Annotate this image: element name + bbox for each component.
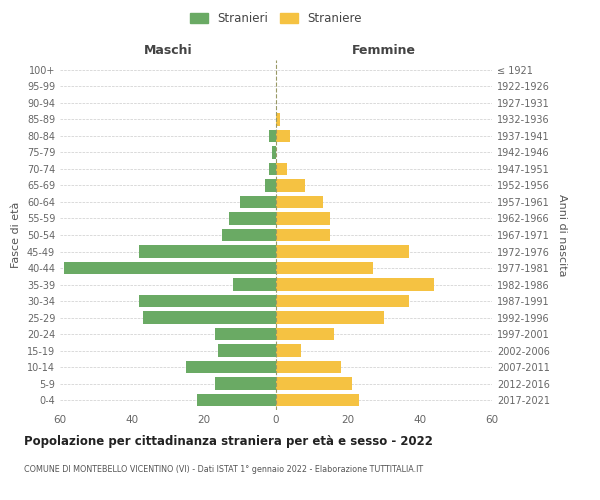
- Bar: [240, 196, 276, 208]
- Bar: [222, 229, 276, 241]
- Bar: [139, 295, 276, 307]
- Bar: [197, 394, 276, 406]
- Bar: [64, 262, 276, 274]
- Text: Femmine: Femmine: [352, 44, 416, 57]
- Bar: [276, 295, 409, 307]
- Bar: [276, 196, 323, 208]
- Bar: [276, 361, 341, 374]
- Bar: [276, 328, 334, 340]
- Bar: [215, 378, 276, 390]
- Bar: [276, 229, 330, 241]
- Bar: [276, 180, 305, 192]
- Bar: [218, 344, 276, 357]
- Bar: [215, 328, 276, 340]
- Bar: [143, 312, 276, 324]
- Bar: [229, 212, 276, 224]
- Bar: [186, 361, 276, 374]
- Bar: [265, 180, 276, 192]
- Text: Popolazione per cittadinanza straniera per età e sesso - 2022: Popolazione per cittadinanza straniera p…: [24, 435, 433, 448]
- Text: COMUNE DI MONTEBELLO VICENTINO (VI) - Dati ISTAT 1° gennaio 2022 - Elaborazione : COMUNE DI MONTEBELLO VICENTINO (VI) - Da…: [24, 465, 423, 474]
- Bar: [272, 146, 276, 158]
- Y-axis label: Anni di nascita: Anni di nascita: [557, 194, 566, 276]
- Bar: [276, 212, 330, 224]
- Bar: [276, 394, 359, 406]
- Bar: [276, 344, 301, 357]
- Bar: [276, 246, 409, 258]
- Legend: Stranieri, Straniere: Stranieri, Straniere: [187, 8, 365, 28]
- Bar: [276, 278, 434, 290]
- Bar: [269, 163, 276, 175]
- Bar: [269, 130, 276, 142]
- Bar: [276, 312, 384, 324]
- Text: Maschi: Maschi: [143, 44, 193, 57]
- Bar: [276, 130, 290, 142]
- Bar: [276, 378, 352, 390]
- Bar: [276, 113, 280, 126]
- Bar: [276, 163, 287, 175]
- Bar: [233, 278, 276, 290]
- Y-axis label: Fasce di età: Fasce di età: [11, 202, 21, 268]
- Bar: [276, 262, 373, 274]
- Bar: [139, 246, 276, 258]
